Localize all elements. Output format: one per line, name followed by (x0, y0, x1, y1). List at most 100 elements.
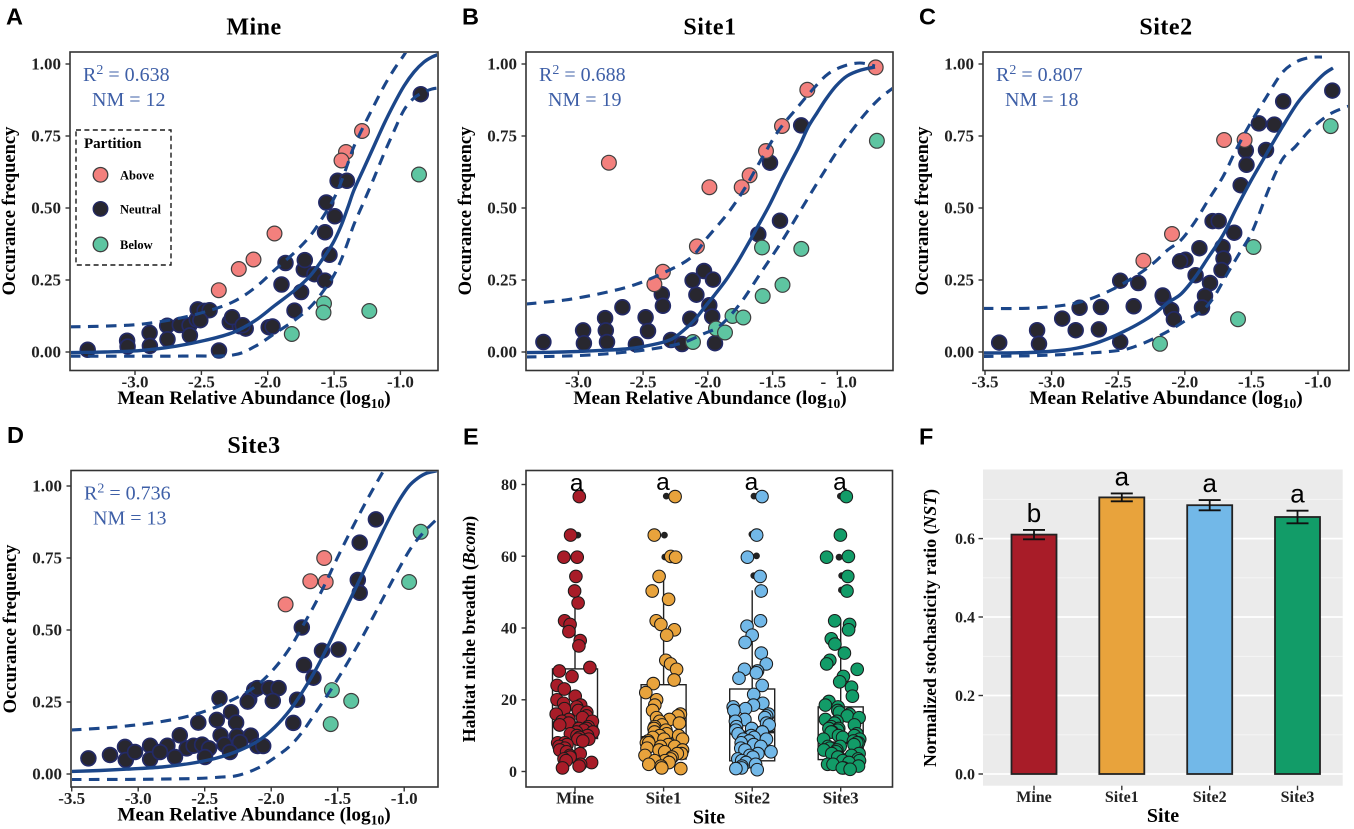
svg-text:-2.0: -2.0 (1171, 373, 1198, 392)
svg-text:Mean Relative Abundance (log10: Mean Relative Abundance (log10) (1029, 388, 1302, 411)
svg-text:a: a (1290, 479, 1305, 509)
svg-text:-1.5: -1.5 (1238, 373, 1265, 392)
svg-text:a: a (745, 469, 759, 496)
svg-text:0.2: 0.2 (955, 688, 975, 705)
svg-text:F: F (919, 424, 933, 450)
svg-text:-2.0: -2.0 (254, 373, 281, 392)
svg-text:-1.5: -1.5 (324, 789, 351, 808)
svg-text:0.75: 0.75 (487, 127, 517, 146)
svg-text:Site3: Site3 (227, 433, 280, 459)
svg-text:NM = 13: NM = 13 (93, 508, 167, 530)
svg-text:-: - (820, 373, 826, 392)
svg-text:0.25: 0.25 (32, 693, 62, 712)
svg-text:R2 = 0.638: R2 = 0.638 (83, 63, 170, 86)
svg-text:0.75: 0.75 (32, 549, 62, 568)
svg-text:Mean Relative Abundance (log10: Mean Relative Abundance (log10) (573, 388, 846, 411)
svg-text:0.75: 0.75 (944, 127, 974, 146)
svg-text:1.00: 1.00 (31, 55, 61, 74)
svg-text:A: A (6, 4, 23, 30)
svg-text:Habitat niche breadth (Bcom): Habitat niche breadth (Bcom) (459, 516, 480, 742)
svg-text:NM = 12: NM = 12 (92, 89, 166, 111)
svg-text:1.00: 1.00 (944, 55, 974, 74)
svg-text:Site: Site (1147, 805, 1179, 827)
svg-text:Site1: Site1 (1105, 789, 1139, 806)
svg-text:0.00: 0.00 (487, 343, 517, 362)
svg-text:0.50: 0.50 (31, 199, 61, 218)
svg-text:-2.0: -2.0 (258, 789, 285, 808)
svg-text:0: 0 (509, 764, 517, 781)
svg-text:40: 40 (501, 621, 517, 638)
svg-text:-1.5: -1.5 (759, 373, 786, 392)
svg-text:a: a (833, 469, 847, 496)
svg-text:Occurance frequency: Occurance frequency (913, 126, 933, 295)
svg-text:0.4: 0.4 (955, 610, 975, 627)
svg-text:-3.0: -3.0 (122, 373, 149, 392)
svg-text:0.50: 0.50 (487, 199, 517, 218)
svg-text:80: 80 (501, 477, 517, 494)
svg-text:-3.0: -3.0 (1038, 373, 1065, 392)
svg-text:Below: Below (120, 238, 153, 252)
svg-text:0.00: 0.00 (944, 343, 974, 362)
svg-text:1.00: 1.00 (32, 477, 62, 496)
svg-text:-1.0: -1.0 (387, 373, 414, 392)
svg-text:R2 = 0.736: R2 = 0.736 (84, 482, 171, 505)
svg-text:-2.5: -2.5 (1105, 373, 1132, 392)
svg-text:Occurance frequency: Occurance frequency (456, 126, 476, 295)
svg-text:0.50: 0.50 (944, 199, 974, 218)
svg-text:R2 = 0.688: R2 = 0.688 (539, 63, 626, 86)
svg-text:20: 20 (501, 692, 517, 709)
svg-text:Partition: Partition (84, 136, 142, 152)
svg-text:Site1: Site1 (683, 15, 736, 41)
svg-text:B: B (462, 4, 479, 30)
svg-text:Occurance frequency: Occurance frequency (1, 544, 21, 713)
svg-text:a: a (1202, 468, 1217, 498)
svg-text:Mean Relative Abundance (log10: Mean Relative Abundance (log10) (117, 805, 390, 828)
svg-text:Site: Site (693, 807, 725, 829)
svg-text:0.0: 0.0 (955, 767, 975, 784)
svg-text:0.00: 0.00 (31, 343, 61, 362)
svg-text:Site3: Site3 (1281, 789, 1315, 806)
svg-text:Occurance frequency: Occurance frequency (0, 126, 20, 295)
svg-text:-1.0: -1.0 (1305, 373, 1332, 392)
svg-text:R2 = 0.807: R2 = 0.807 (996, 63, 1083, 86)
svg-text:NM = 18: NM = 18 (1005, 89, 1079, 111)
svg-text:-2.5: -2.5 (191, 789, 218, 808)
svg-text:60: 60 (501, 549, 517, 566)
svg-text:a: a (656, 469, 670, 496)
svg-text:-2.0: -2.0 (694, 373, 721, 392)
svg-text:a: a (1115, 461, 1130, 491)
svg-text:-2.5: -2.5 (630, 373, 657, 392)
svg-text:-3.0: -3.0 (125, 789, 152, 808)
svg-text:a: a (570, 470, 584, 497)
svg-text:Neutral: Neutral (120, 202, 161, 216)
svg-text:Mine: Mine (226, 15, 281, 41)
svg-text:E: E (463, 424, 479, 450)
svg-text:0.50: 0.50 (32, 621, 62, 640)
svg-text:0.25: 0.25 (31, 271, 61, 290)
svg-text:D: D (7, 422, 24, 448)
svg-text:Mine: Mine (1016, 789, 1052, 806)
svg-text:Site2: Site2 (734, 789, 770, 808)
svg-text:1.00: 1.00 (487, 55, 517, 74)
svg-text:-3.5: -3.5 (58, 789, 85, 808)
svg-text:Site2: Site2 (1139, 15, 1192, 41)
svg-text:0.25: 0.25 (944, 271, 974, 290)
svg-text:Site2: Site2 (1193, 789, 1227, 806)
svg-text:0.00: 0.00 (32, 765, 62, 784)
svg-text:-2.5: -2.5 (188, 373, 215, 392)
svg-text:Site3: Site3 (823, 789, 859, 808)
svg-text:Mine: Mine (556, 789, 594, 808)
svg-text:-3.5: -3.5 (972, 373, 999, 392)
svg-text:-1.0: -1.0 (391, 789, 418, 808)
svg-text:Mean Relative Abundance (log10: Mean Relative Abundance (log10) (117, 388, 390, 411)
svg-text:C: C (919, 4, 936, 30)
svg-text:1.0: 1.0 (836, 373, 857, 392)
svg-text:b: b (1027, 498, 1041, 528)
svg-text:NM = 19: NM = 19 (548, 89, 622, 111)
svg-text:Normalized stochasticity ratio: Normalized stochasticity ratio (NST) (920, 489, 941, 767)
svg-text:-3.0: -3.0 (565, 373, 592, 392)
svg-text:Site1: Site1 (646, 789, 682, 808)
svg-text:-1.5: -1.5 (321, 373, 348, 392)
svg-text:0.75: 0.75 (31, 127, 61, 146)
svg-text:0.6: 0.6 (955, 531, 975, 548)
